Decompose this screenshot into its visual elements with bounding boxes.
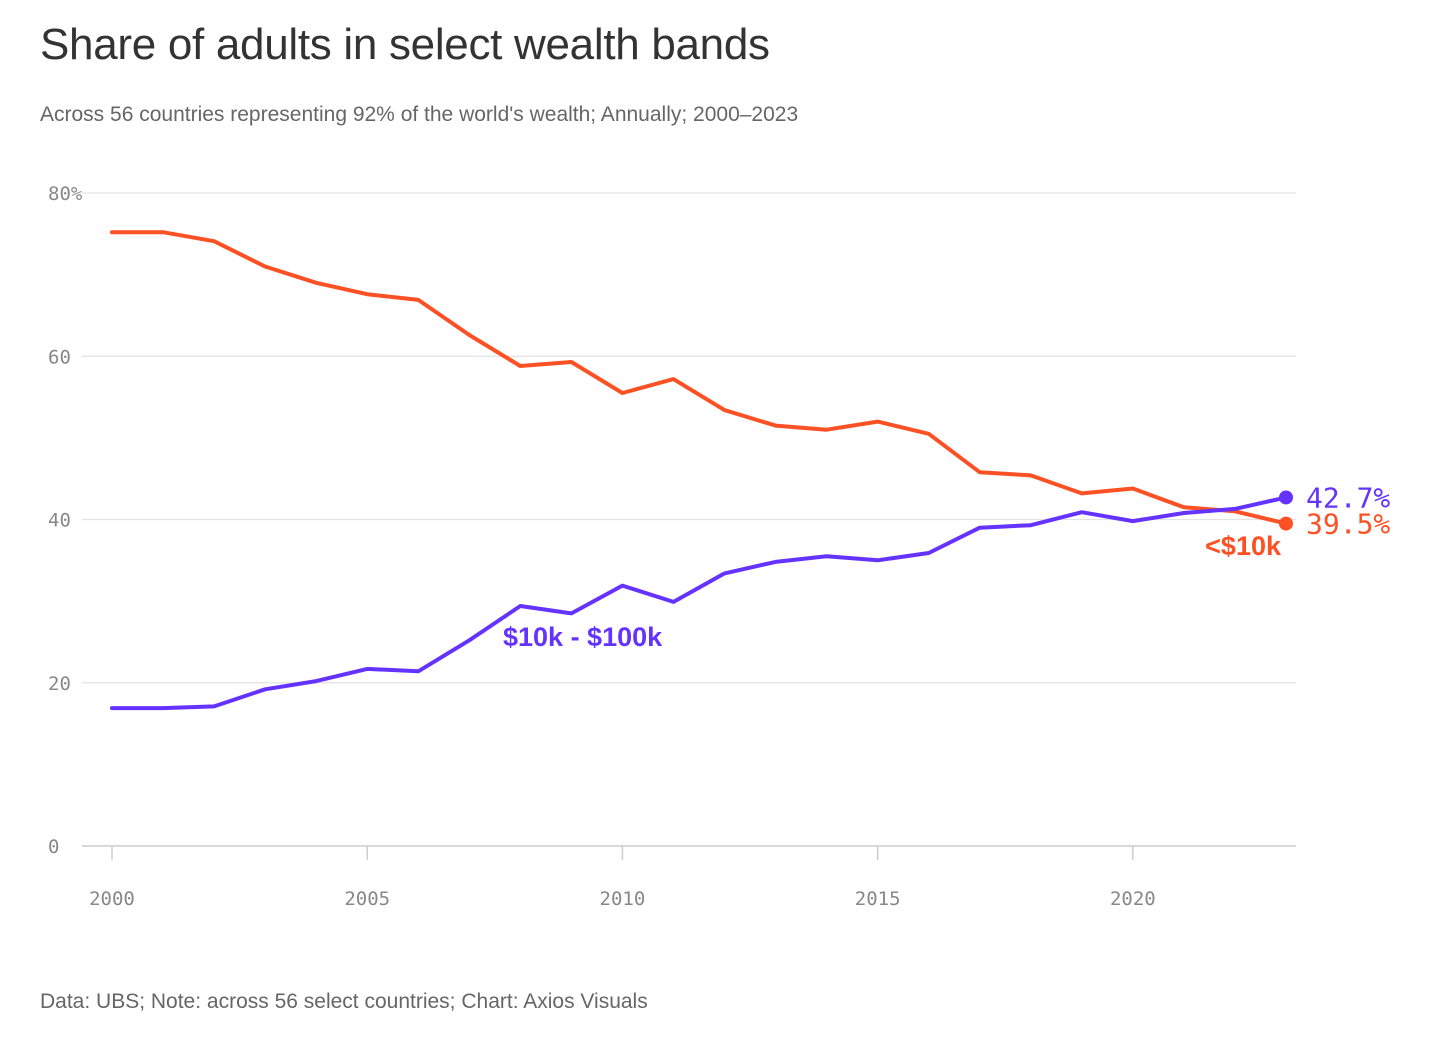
series-end-point-under-10k: [1279, 516, 1293, 531]
chart-title: Share of adults in select wealth bands: [40, 20, 770, 69]
series-line-10k-100k: [110, 495, 1288, 711]
labels: 39.5%42.7% <$10k $10k - $100k: [503, 481, 1390, 652]
chart-footer: Data: UBS; Note: across 56 select countr…: [40, 990, 648, 1013]
chart-subtitle: Across 56 countries representing 92% of …: [40, 103, 799, 126]
y-tick-label-60: 60: [48, 346, 71, 368]
series-line-under-10k: [110, 230, 1288, 526]
y-tick-label-80: 80%: [48, 183, 83, 205]
x-tick-label-2010: 2010: [600, 888, 646, 910]
y-tick-label-20: 20: [48, 673, 71, 695]
series-end-label-under-10k: 39.5%: [1306, 508, 1390, 541]
y-tick-label-0: 0: [48, 836, 59, 858]
y-tick-label-40: 40: [48, 510, 71, 532]
x-tick-label-2015: 2015: [855, 888, 901, 910]
series-end-point-10k-100k: [1279, 490, 1293, 505]
x-tick-label-2020: 2020: [1110, 888, 1156, 910]
x-tick-label-2000: 2000: [89, 888, 135, 910]
line-chart: 0 20 40 60 80% 2000 2005 2010 2015 2020 39.5%42.7…: [48, 183, 1390, 910]
series-name-label-10k-100k: $10k - $100k: [503, 622, 663, 652]
axes: 0 20 40 60 80% 2000 2005 2010 2015 2020: [48, 183, 1156, 910]
gridlines: [82, 192, 1296, 847]
series: [110, 230, 1293, 711]
series-name-label-under-10k: <$10k: [1205, 531, 1282, 561]
x-tick-label-2005: 2005: [344, 888, 390, 910]
series-end-label-10k-100k: 42.7%: [1306, 481, 1390, 514]
